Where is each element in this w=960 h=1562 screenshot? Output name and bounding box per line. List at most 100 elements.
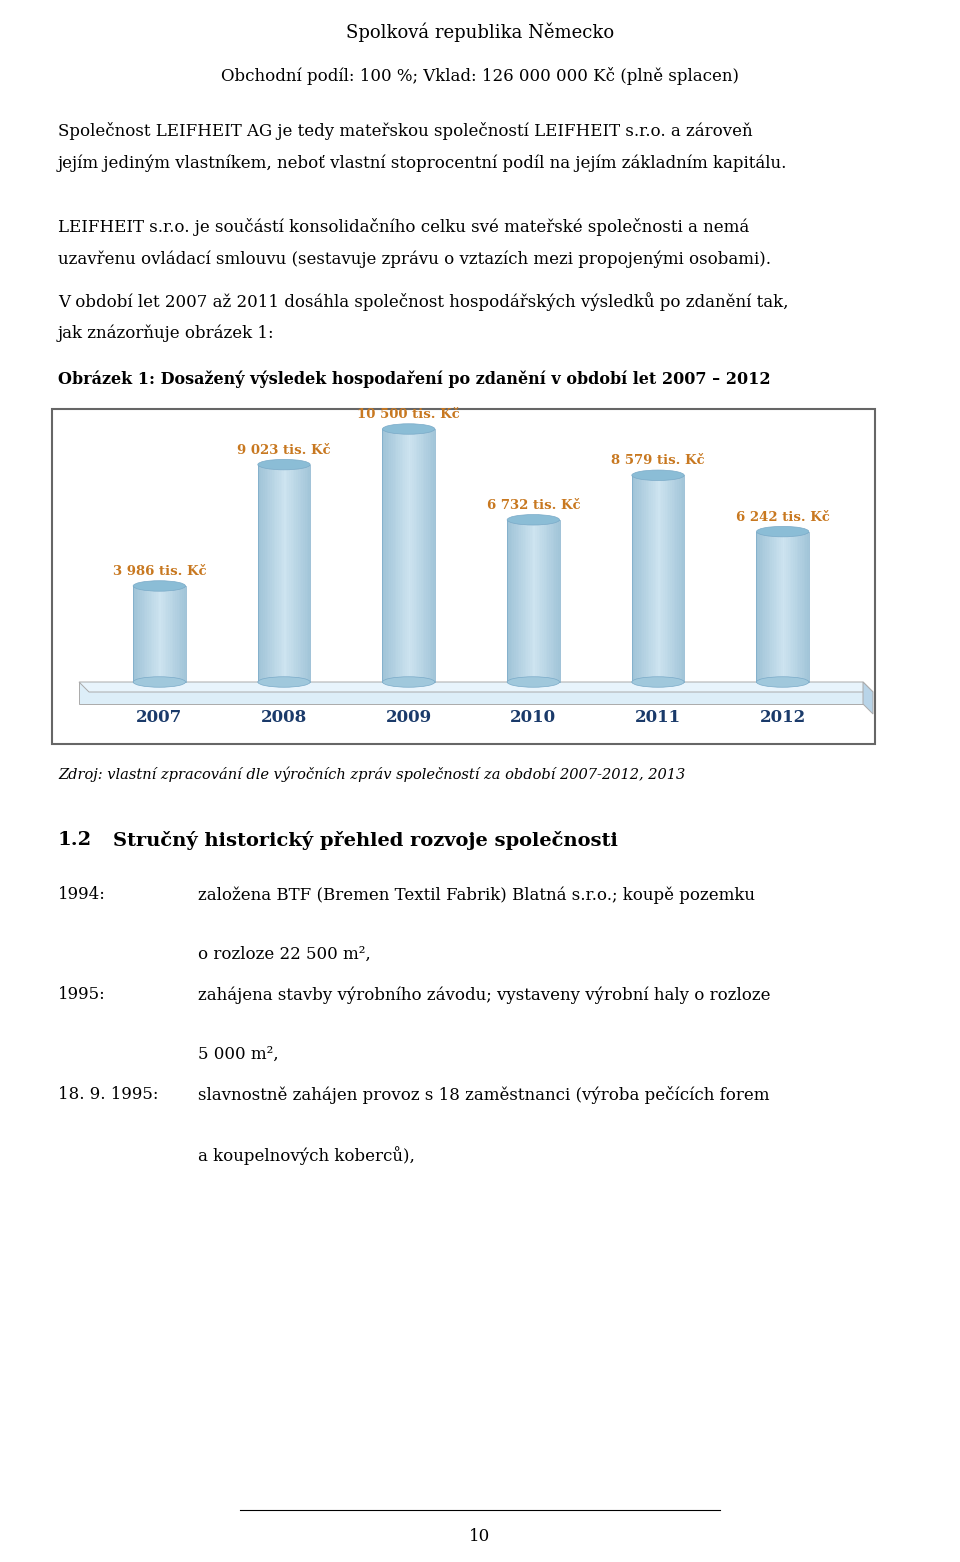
Polygon shape: [168, 586, 170, 683]
Polygon shape: [863, 683, 873, 714]
Polygon shape: [149, 586, 151, 683]
Polygon shape: [793, 531, 795, 683]
Polygon shape: [156, 586, 157, 683]
Text: 2010: 2010: [511, 709, 557, 726]
Polygon shape: [771, 531, 772, 683]
Polygon shape: [667, 475, 668, 683]
Polygon shape: [261, 464, 263, 683]
Text: slavnostně zahájen provoz s 18 zaměstnanci (výroba pečících forem: slavnostně zahájen provoz s 18 zaměstnan…: [198, 1086, 770, 1104]
Polygon shape: [788, 531, 790, 683]
Polygon shape: [390, 430, 392, 683]
Polygon shape: [636, 475, 637, 683]
Polygon shape: [382, 430, 384, 683]
Text: Obrázek 1: Dosažený výsledek hospodaření po zdanění v období let 2007 – 2012: Obrázek 1: Dosažený výsledek hospodaření…: [58, 372, 771, 389]
Polygon shape: [537, 520, 539, 683]
Text: a koupelnových koberců),: a koupelnových koberců),: [198, 1147, 415, 1165]
Polygon shape: [543, 520, 545, 683]
Polygon shape: [632, 475, 634, 683]
Polygon shape: [651, 475, 653, 683]
Text: Obchodní podíl: 100 %; Vklad: 126 000 000 Kč (plně splacen): Obchodní podíl: 100 %; Vklad: 126 000 00…: [221, 67, 739, 84]
Polygon shape: [519, 520, 521, 683]
Polygon shape: [677, 475, 679, 683]
Text: Stručný historický přehled rozvoje společnosti: Stručný historický přehled rozvoje spole…: [113, 831, 618, 850]
Polygon shape: [395, 430, 396, 683]
Polygon shape: [637, 475, 638, 683]
Polygon shape: [558, 520, 560, 683]
Polygon shape: [681, 475, 683, 683]
Polygon shape: [795, 531, 797, 683]
Polygon shape: [147, 586, 149, 683]
Polygon shape: [276, 464, 277, 683]
Polygon shape: [772, 531, 774, 683]
Polygon shape: [553, 520, 554, 683]
Text: 2007: 2007: [136, 709, 182, 726]
Polygon shape: [270, 464, 272, 683]
Polygon shape: [523, 520, 524, 683]
Polygon shape: [401, 430, 403, 683]
Polygon shape: [405, 430, 407, 683]
Text: jak znázorňuje obrázek 1:: jak znázorňuje obrázek 1:: [58, 323, 275, 342]
Text: založena BTF (Bremen Textil Fabrik) Blatná s.r.o.; koupě pozemku: založena BTF (Bremen Textil Fabrik) Blat…: [198, 886, 755, 903]
Polygon shape: [164, 586, 166, 683]
Polygon shape: [278, 464, 280, 683]
Polygon shape: [409, 430, 411, 683]
Polygon shape: [532, 520, 534, 683]
Ellipse shape: [507, 514, 560, 525]
Polygon shape: [416, 430, 418, 683]
Ellipse shape: [382, 676, 435, 687]
Text: Zdroj: vlastní zpracování dle výročních zpráv společností za období 2007-2012, 2: Zdroj: vlastní zpracování dle výročních …: [58, 765, 685, 781]
Text: 2008: 2008: [261, 709, 307, 726]
Polygon shape: [769, 531, 771, 683]
Polygon shape: [545, 520, 547, 683]
Polygon shape: [157, 586, 159, 683]
Polygon shape: [556, 520, 558, 683]
Text: V období let 2007 až 2011 dosáhla společnost hospodářských výsledků po zdanění t: V období let 2007 až 2011 dosáhla společ…: [58, 292, 788, 311]
Polygon shape: [175, 586, 177, 683]
Polygon shape: [280, 464, 282, 683]
Polygon shape: [778, 531, 780, 683]
Polygon shape: [780, 531, 782, 683]
Polygon shape: [182, 586, 183, 683]
Polygon shape: [135, 586, 136, 683]
Text: Spolková republika Německo: Spolková republika Německo: [346, 22, 614, 42]
Polygon shape: [161, 586, 163, 683]
Polygon shape: [420, 430, 422, 683]
Ellipse shape: [632, 676, 684, 687]
Text: uzavřenu ovládací smlouvu (sestavuje zprávu o vztazích mezi propojenými osobami): uzavřenu ovládací smlouvu (sestavuje zpr…: [58, 250, 771, 267]
Polygon shape: [268, 464, 270, 683]
Polygon shape: [298, 464, 300, 683]
Polygon shape: [177, 586, 179, 683]
Text: zahájena stavby výrobního závodu; vystaveny výrobní haly o rozloze: zahájena stavby výrobního závodu; vystav…: [198, 986, 771, 1003]
Polygon shape: [786, 531, 788, 683]
Polygon shape: [138, 586, 140, 683]
Polygon shape: [179, 586, 180, 683]
Polygon shape: [658, 475, 660, 683]
Polygon shape: [530, 520, 532, 683]
Text: 10: 10: [469, 1528, 491, 1545]
Polygon shape: [428, 430, 430, 683]
Polygon shape: [542, 520, 543, 683]
Polygon shape: [638, 475, 640, 683]
Polygon shape: [145, 586, 147, 683]
Polygon shape: [289, 464, 291, 683]
Polygon shape: [308, 464, 310, 683]
Polygon shape: [386, 430, 388, 683]
Polygon shape: [136, 586, 138, 683]
Polygon shape: [790, 531, 791, 683]
Polygon shape: [534, 520, 535, 683]
Polygon shape: [426, 430, 428, 683]
Polygon shape: [782, 531, 784, 683]
Ellipse shape: [632, 470, 684, 481]
Text: 1995:: 1995:: [58, 986, 106, 1003]
Polygon shape: [517, 520, 519, 683]
Polygon shape: [805, 531, 807, 683]
Polygon shape: [297, 464, 298, 683]
Ellipse shape: [756, 526, 809, 537]
Polygon shape: [655, 475, 657, 683]
Ellipse shape: [258, 676, 310, 687]
Polygon shape: [670, 475, 672, 683]
Ellipse shape: [258, 459, 310, 470]
Polygon shape: [418, 430, 420, 683]
Text: 8 579 tis. Kč: 8 579 tis. Kč: [612, 455, 705, 467]
Polygon shape: [672, 475, 674, 683]
